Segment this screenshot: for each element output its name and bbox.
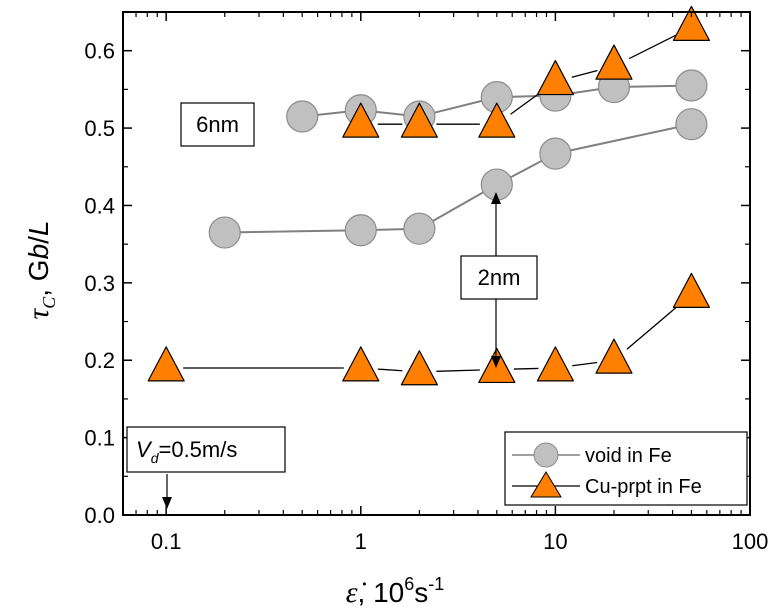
x-tick-label: 10	[543, 529, 567, 554]
x-axis-label-text: , 10	[358, 577, 405, 608]
annotation-vd-value: =0.5m/s	[158, 437, 237, 462]
data-point-cu-prpt	[536, 59, 574, 96]
annotation-2nm: 2nm	[460, 192, 538, 368]
y-axis-label-L: L	[23, 220, 54, 236]
series-line-cu-prpt	[436, 369, 480, 372]
y-tick-label: 0.0	[84, 503, 115, 528]
legend-label-cu-prpt: Cu-prpt in Fe	[585, 476, 702, 498]
series-line-void	[629, 84, 676, 88]
annotation-vd-sub: d	[151, 450, 160, 466]
y-axis-label-slash: /	[23, 236, 54, 244]
annotation-vd-symbol: V	[136, 437, 153, 462]
series-line-cu-prpt	[513, 367, 539, 370]
data-point-void	[675, 69, 708, 102]
series-line-cu-prpt	[628, 34, 677, 60]
data-point-cu-prpt	[400, 102, 438, 138]
series-line-cu-prpt	[571, 69, 598, 78]
data-point-cu-prpt	[400, 350, 438, 386]
x-axis-label-unit: s	[414, 577, 428, 608]
y-axis-label-text: , G	[23, 259, 54, 296]
series-line-void	[432, 191, 484, 222]
y-tick-label: 0.4	[84, 193, 115, 218]
data-point-cu-prpt	[147, 346, 185, 382]
legend-item-void: void in Fe	[512, 442, 672, 468]
series-lines	[183, 34, 679, 372]
annotation-6nm: 6nm	[180, 102, 255, 147]
y-tick-label: 0.5	[84, 116, 115, 141]
x-axis-label-unit-sup: -1	[428, 574, 444, 594]
data-point-cu-prpt	[595, 338, 633, 374]
y-axis-label-sub: C	[39, 296, 59, 309]
data-point-void	[539, 137, 572, 170]
data-point-cu-prpt	[478, 102, 516, 138]
annotation-2nm-text: 2nm	[478, 265, 521, 290]
series-line-cu-prpt	[626, 304, 679, 350]
annotations: 6nm 2nm Vd=0.5m/s	[126, 102, 538, 509]
y-tick-label: 0.1	[84, 426, 115, 451]
annotation-vd: Vd=0.5m/s	[126, 426, 286, 509]
series-line-void	[570, 88, 599, 95]
y-axis-label-b: b	[23, 244, 54, 260]
plot-frame	[122, 11, 751, 516]
data-point-void	[286, 100, 319, 133]
y-axis-label-symbol: τ	[22, 308, 55, 320]
x-tick-label: 1	[355, 529, 367, 554]
data-point-void	[403, 212, 436, 245]
series-line-cu-prpt	[572, 361, 598, 367]
x-axis-label: ε̇, 106s-1	[346, 574, 445, 609]
series-markers	[147, 5, 711, 386]
series-line-cu-prpt	[510, 91, 543, 115]
legend-item-cu-prpt: Cu-prpt in Fe	[512, 471, 702, 498]
axis-ticks: 0.0 0.1 0.2 0.3 0.4 0.5 0.6 0.1 1 10 100	[84, 11, 769, 554]
x-tick-label: 100	[732, 529, 769, 554]
y-tick-label: 0.2	[84, 348, 115, 373]
series-line-cu-prpt	[377, 368, 403, 372]
y-tick-label: 0.6	[84, 39, 115, 64]
data-point-cu-prpt	[536, 346, 574, 382]
data-point-void	[344, 214, 377, 247]
y-axis-label: τC, Gb/L	[22, 220, 59, 319]
x-axis-label-sup: 6	[404, 574, 414, 594]
series-line-void	[376, 228, 404, 231]
data-point-void	[675, 108, 708, 141]
data-point-cu-prpt	[672, 272, 711, 308]
series-line-void	[570, 126, 677, 152]
series-line-void	[376, 110, 405, 116]
series-line-void	[240, 229, 346, 234]
annotation-vd-text: Vd=0.5m/s	[136, 437, 237, 466]
legend: void in Fe Cu-prpt in Fe	[504, 431, 748, 506]
y-tick-label: 0.3	[84, 271, 115, 296]
series-line-void	[510, 159, 543, 179]
legend-label-void: void in Fe	[585, 445, 672, 467]
data-point-cu-prpt	[595, 44, 633, 80]
data-point-cu-prpt	[672, 5, 711, 41]
x-tick-label: 0.1	[151, 529, 182, 554]
series-line-void	[434, 99, 483, 114]
data-point-void	[208, 216, 241, 249]
data-point-cu-prpt	[342, 346, 380, 382]
annotation-6nm-text: 6nm	[196, 112, 239, 137]
data-point-cu-prpt	[342, 102, 380, 138]
series-line-void	[317, 110, 346, 116]
